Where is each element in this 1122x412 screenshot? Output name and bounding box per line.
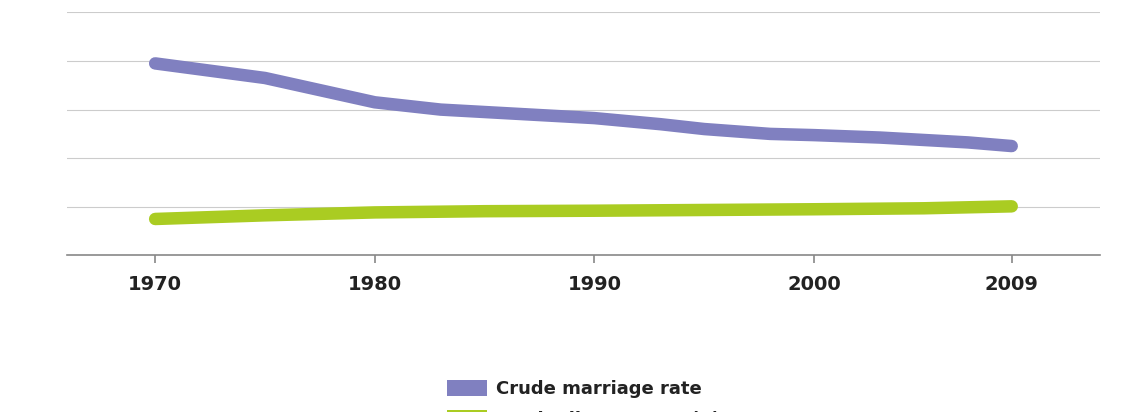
Legend: Crude marriage rate, Crude divorce rate (1): Crude marriage rate, Crude divorce rate … <box>447 379 720 412</box>
